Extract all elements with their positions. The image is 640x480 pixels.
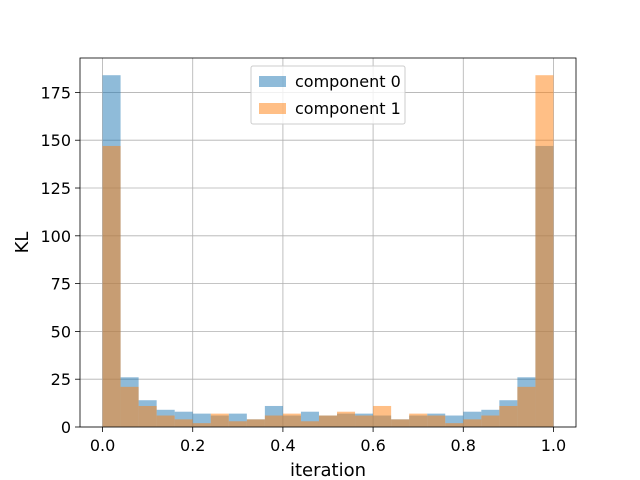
y-tick-label: 125 <box>40 179 71 198</box>
bar-series-1-bin-3 <box>156 415 175 427</box>
bar-series-1-bin-18 <box>427 415 446 427</box>
bar-series-0-bin-19 <box>445 415 464 427</box>
legend-swatch-1 <box>259 103 286 114</box>
bar-series-1-bin-23 <box>517 386 536 427</box>
bar-series-1-bin-11 <box>300 421 319 427</box>
bar-series-1-bin-21 <box>481 415 500 427</box>
bar-series-1-bin-8 <box>246 419 265 427</box>
y-tick-label: 175 <box>40 83 71 102</box>
x-axis-ticks: 0.0 0.2 0.4 0.6 0.8 1.0 <box>90 427 566 455</box>
x-axis-label: iteration <box>290 460 366 480</box>
x-tick-label: 0.2 <box>180 436 205 455</box>
y-tick-label: 50 <box>51 322 71 341</box>
bar-series-1-bin-20 <box>463 419 482 427</box>
y-tick-label: 150 <box>40 131 71 150</box>
x-tick-label: 0.8 <box>451 436 476 455</box>
legend: component 0 component 1 <box>250 65 406 125</box>
bar-series-1-bin-12 <box>318 415 338 427</box>
bar-series-1-bin-16 <box>391 419 410 427</box>
bar-series-1-bin-5 <box>192 423 211 427</box>
series-1-bars <box>102 75 554 428</box>
bar-series-1-bin-6 <box>210 413 229 427</box>
bar-series-1-bin-17 <box>409 413 428 427</box>
bar-series-1-bin-4 <box>174 419 193 427</box>
legend-label-0: component 0 <box>295 72 401 91</box>
plot-frame <box>79 57 577 428</box>
bar-series-1-bin-13 <box>337 411 356 427</box>
bar-series-1-bin-15 <box>373 405 392 427</box>
y-axis-ticks: 0 25 50 75 100 125 150 175 <box>40 83 80 437</box>
legend-label-1: component 1 <box>295 99 401 118</box>
bar-series-1-bin-1 <box>120 386 139 427</box>
x-tick-label: 0.0 <box>90 436 115 455</box>
x-tick-label: 0.4 <box>270 436 295 455</box>
legend-swatch-0 <box>259 76 286 87</box>
bar-series-1-bin-2 <box>138 405 157 427</box>
bar-series-1-bin-14 <box>355 415 374 427</box>
legend-box <box>250 65 406 125</box>
y-tick-label: 0 <box>61 418 71 437</box>
bar-series-1-bin-22 <box>499 405 518 427</box>
y-tick-label: 25 <box>51 370 71 389</box>
bar-series-1-bin-9 <box>264 415 283 427</box>
x-tick-label: 1.0 <box>541 436 566 455</box>
y-axis-label: KL <box>12 232 33 254</box>
bar-series-1-bin-19 <box>445 423 464 427</box>
bar-series-1-bin-7 <box>228 421 247 427</box>
y-tick-label: 100 <box>40 227 71 246</box>
x-tick-label: 0.6 <box>360 436 385 455</box>
histogram-bars <box>102 75 554 428</box>
bar-series-1-bin-0 <box>102 145 121 427</box>
bar-series-1-bin-10 <box>282 413 301 427</box>
y-tick-label: 75 <box>51 275 71 294</box>
bar-series-1-bin-24 <box>535 75 554 428</box>
